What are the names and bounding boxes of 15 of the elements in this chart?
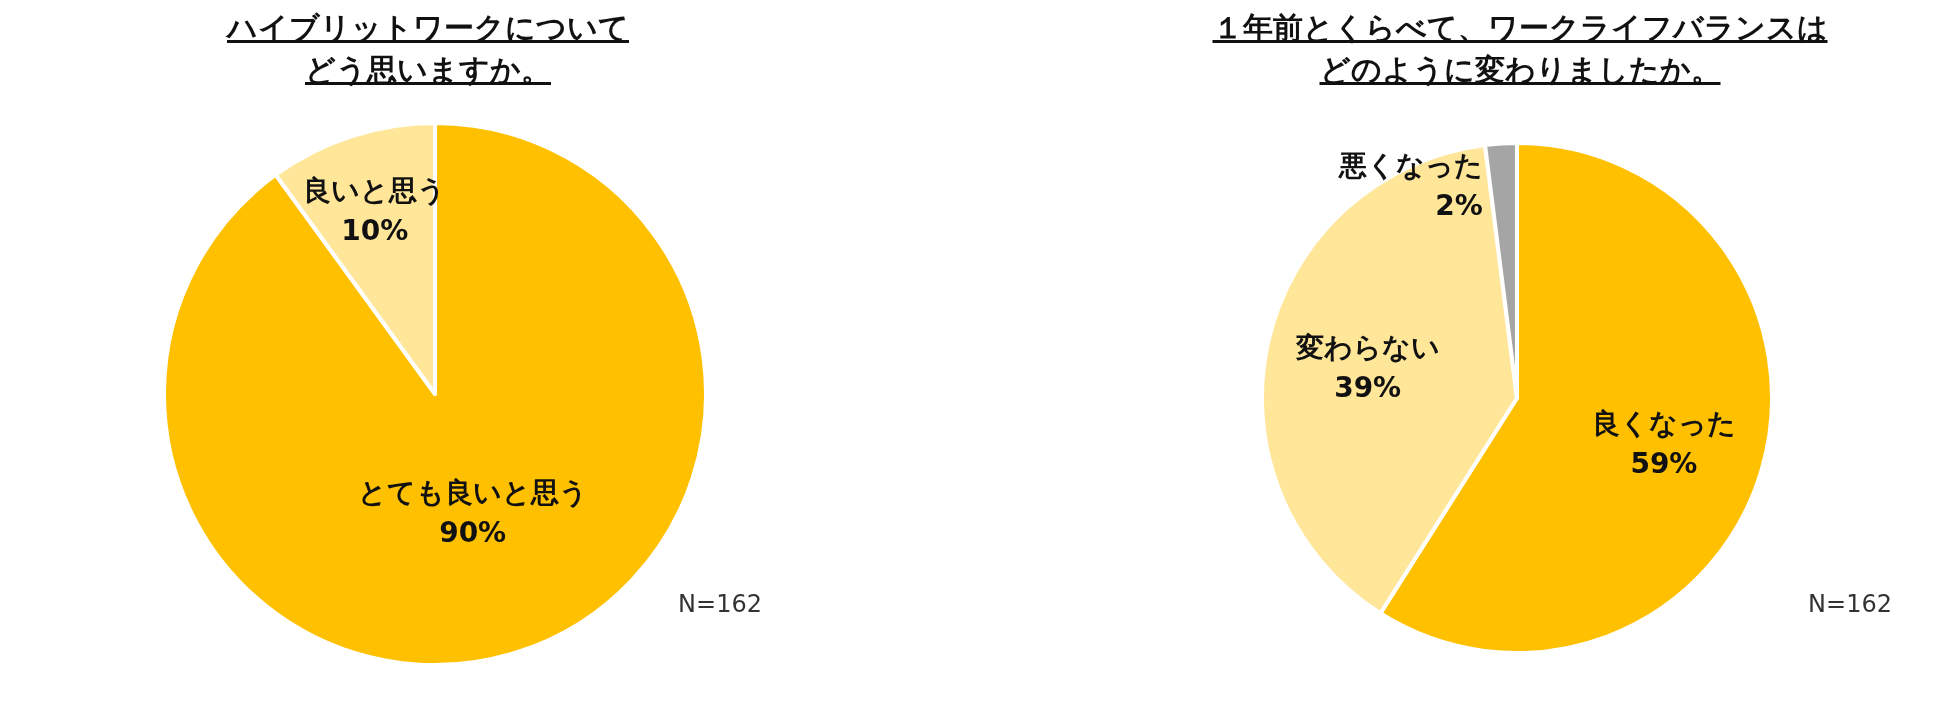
slice-label: とても良いと思う: [357, 475, 588, 509]
data-label: 39%: [1334, 370, 1402, 404]
chart-title: １年前とくらべて、ワークライフバランスは: [1212, 10, 1828, 45]
chart-subtitle: どのように変わりましたか。: [1319, 52, 1721, 87]
data-label: 59%: [1630, 446, 1698, 480]
data-label: 2%: [1435, 189, 1483, 223]
slice-label: 悪くなった: [1337, 149, 1483, 183]
data-label: 90%: [439, 515, 507, 549]
text: N=162: [1808, 590, 1892, 618]
text: N=162: [678, 590, 762, 618]
data-label: 10%: [341, 214, 409, 248]
slice-label: 変わらない: [1294, 330, 1440, 364]
chart-subtitle: どう思いますか。: [305, 52, 551, 87]
slice-label: 良くなった: [1591, 406, 1736, 440]
chart-title: ハイブリットワークについて: [225, 10, 629, 45]
